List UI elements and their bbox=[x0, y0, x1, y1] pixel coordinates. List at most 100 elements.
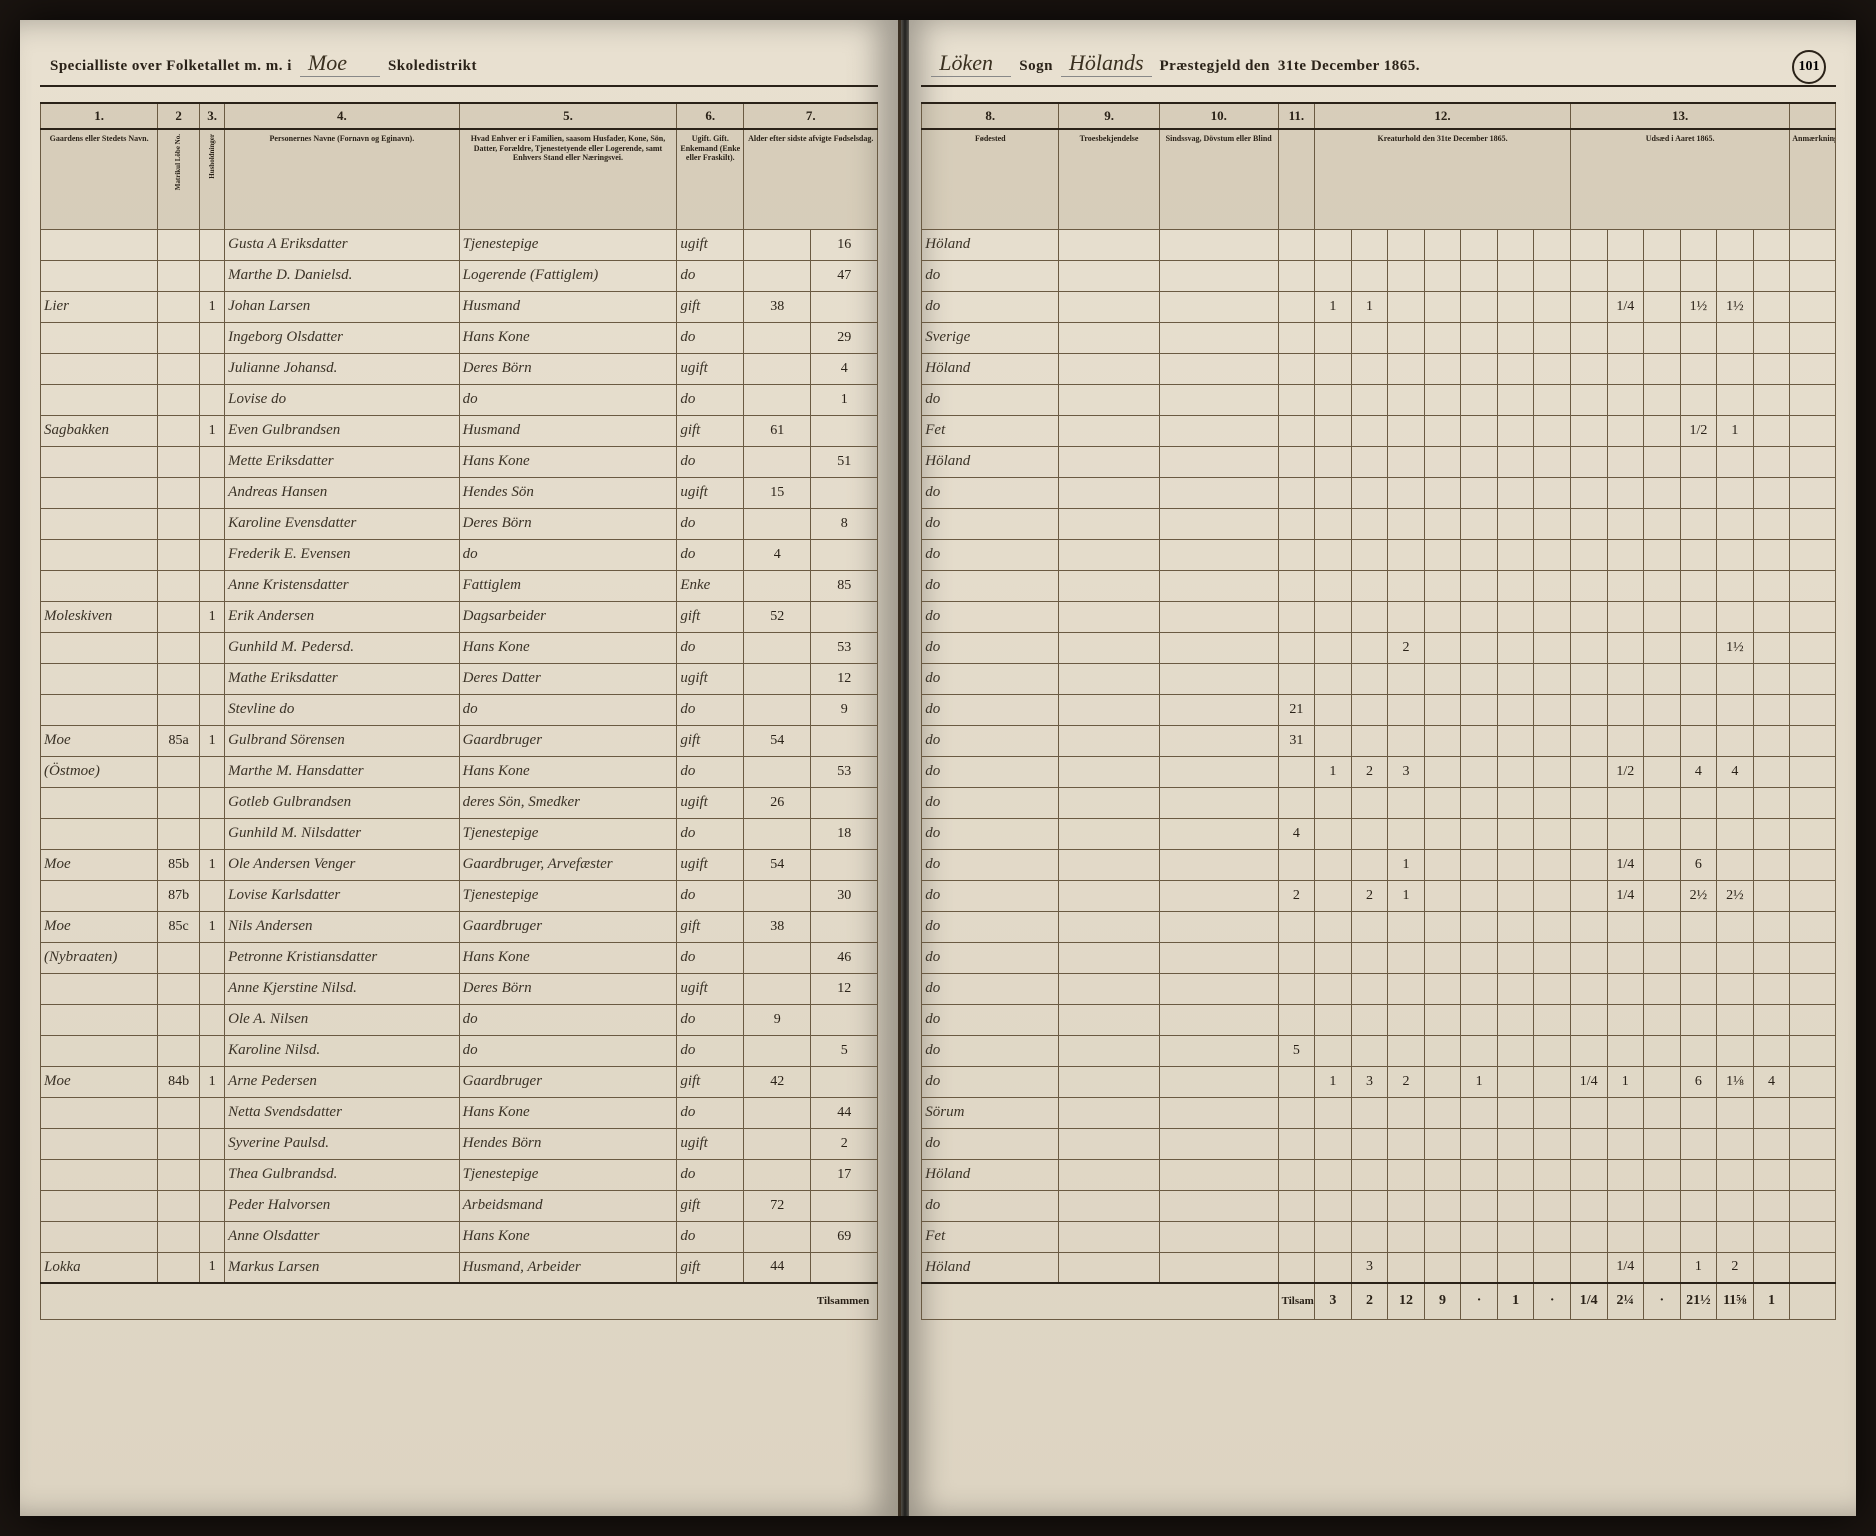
cell-livestock bbox=[1534, 942, 1571, 973]
cell-livestock bbox=[1388, 415, 1425, 446]
cell-faith bbox=[1059, 1221, 1160, 1252]
cell-seed bbox=[1717, 1004, 1754, 1035]
cell-seed bbox=[1753, 601, 1790, 632]
cell-livestock: 3 bbox=[1351, 1252, 1388, 1283]
cell-civ: do bbox=[677, 632, 744, 663]
cell-birth: Höland bbox=[922, 446, 1059, 477]
table-row: Gunhild M. Nilsdatter Tjenestepige do 18 bbox=[41, 818, 878, 849]
cell-hh bbox=[200, 1035, 225, 1066]
cell-name: Petronne Kristiansdatter bbox=[225, 942, 459, 973]
cell-age-k: 44 bbox=[811, 1097, 878, 1128]
cell-seed bbox=[1680, 694, 1717, 725]
cell-livestock bbox=[1497, 570, 1534, 601]
cell-livestock bbox=[1534, 1190, 1571, 1221]
cell-livestock bbox=[1534, 384, 1571, 415]
cell-civ: ugift bbox=[677, 353, 744, 384]
cell-age-k: 1 bbox=[811, 384, 878, 415]
cell-seed bbox=[1570, 632, 1607, 663]
cell-seed: 1 bbox=[1717, 415, 1754, 446]
cell-livestock bbox=[1497, 1159, 1534, 1190]
cell-seed bbox=[1607, 384, 1644, 415]
cell-seed bbox=[1570, 601, 1607, 632]
cell-livestock bbox=[1424, 539, 1461, 570]
cell-age-k: 30 bbox=[811, 880, 878, 911]
cell-age-k: 29 bbox=[811, 322, 878, 353]
cell-livestock bbox=[1388, 291, 1425, 322]
cell-role: do bbox=[459, 539, 677, 570]
cell-livestock bbox=[1497, 1190, 1534, 1221]
cell-seed bbox=[1680, 570, 1717, 601]
cell-age-k: 12 bbox=[811, 973, 878, 1004]
cell-seed bbox=[1753, 663, 1790, 694]
footer-right-label: Tilsammen bbox=[1278, 1283, 1315, 1319]
cell-seed bbox=[1680, 446, 1717, 477]
cell-birth: do bbox=[922, 725, 1059, 756]
table-row: Mathe Eriksdatter Deres Datter ugift 12 bbox=[41, 663, 878, 694]
cell-role: Tjenestepige bbox=[459, 880, 677, 911]
cell-birth: do bbox=[922, 1004, 1059, 1035]
col-2: 2 bbox=[158, 103, 200, 129]
cell-seed bbox=[1680, 818, 1717, 849]
cell-disability bbox=[1159, 787, 1278, 818]
left-table: 1. 2 3. 4. 5. 6. 7. Gaardens eller Stede… bbox=[40, 102, 878, 1320]
cell-livestock bbox=[1497, 1097, 1534, 1128]
cell-sted bbox=[41, 384, 158, 415]
cell-age-k: 9 bbox=[811, 694, 878, 725]
cell-livestock bbox=[1534, 539, 1571, 570]
cell-livestock bbox=[1424, 229, 1461, 260]
cell-seed bbox=[1680, 973, 1717, 1004]
cell-livestock bbox=[1388, 384, 1425, 415]
table-row: do bbox=[922, 508, 1836, 539]
cell-hh bbox=[200, 1004, 225, 1035]
cell-11 bbox=[1278, 663, 1315, 694]
cell-livestock bbox=[1461, 384, 1498, 415]
cell-seed bbox=[1570, 260, 1607, 291]
cell-birth: do bbox=[922, 260, 1059, 291]
cell-seed bbox=[1753, 787, 1790, 818]
cell-mnr: 85b bbox=[158, 849, 200, 880]
cell-mnr: 85c bbox=[158, 911, 200, 942]
cell-name: Ole Andersen Venger bbox=[225, 849, 459, 880]
cell-livestock bbox=[1461, 415, 1498, 446]
cell-seed bbox=[1644, 756, 1681, 787]
cell-disability bbox=[1159, 291, 1278, 322]
cell-livestock bbox=[1388, 260, 1425, 291]
cell-role: Tjenestepige bbox=[459, 229, 677, 260]
cell-livestock bbox=[1461, 849, 1498, 880]
cell-11 bbox=[1278, 570, 1315, 601]
col-4: 4. bbox=[225, 103, 459, 129]
cell-seed bbox=[1607, 1035, 1644, 1066]
cell-faith bbox=[1059, 818, 1160, 849]
cell-livestock bbox=[1315, 601, 1352, 632]
cell-civ: do bbox=[677, 508, 744, 539]
table-row: Julianne Johansd. Deres Börn ugift 4 bbox=[41, 353, 878, 384]
cell-seed bbox=[1644, 849, 1681, 880]
cell-seed bbox=[1753, 1252, 1790, 1283]
cell-remarks bbox=[1790, 1252, 1836, 1283]
cell-sted: Moe bbox=[41, 725, 158, 756]
cell-seed bbox=[1607, 508, 1644, 539]
cell-name: Anne Kristensdatter bbox=[225, 570, 459, 601]
cell-remarks bbox=[1790, 818, 1836, 849]
cell-livestock bbox=[1388, 1004, 1425, 1035]
cell-seed: 2 bbox=[1717, 1252, 1754, 1283]
sogn-label: Sogn bbox=[1019, 58, 1053, 75]
cell-name: Marthe M. Hansdatter bbox=[225, 756, 459, 787]
cell-hh bbox=[200, 787, 225, 818]
cell-disability bbox=[1159, 725, 1278, 756]
cell-11 bbox=[1278, 446, 1315, 477]
cell-name: Gulbrand Sörensen bbox=[225, 725, 459, 756]
table-row: Gunhild M. Pedersd. Hans Kone do 53 bbox=[41, 632, 878, 663]
cell-sted bbox=[41, 539, 158, 570]
cell-seed bbox=[1644, 570, 1681, 601]
table-row: Höland bbox=[922, 1159, 1836, 1190]
cell-11 bbox=[1278, 477, 1315, 508]
cell-faith bbox=[1059, 477, 1160, 508]
cell-disability bbox=[1159, 260, 1278, 291]
col-9: 9. bbox=[1059, 103, 1160, 129]
cell-sted: Lokka bbox=[41, 1252, 158, 1283]
cell-seed bbox=[1753, 291, 1790, 322]
label-birth: Fødested bbox=[922, 129, 1059, 229]
cell-name: Arne Pedersen bbox=[225, 1066, 459, 1097]
cell-seed bbox=[1570, 1128, 1607, 1159]
